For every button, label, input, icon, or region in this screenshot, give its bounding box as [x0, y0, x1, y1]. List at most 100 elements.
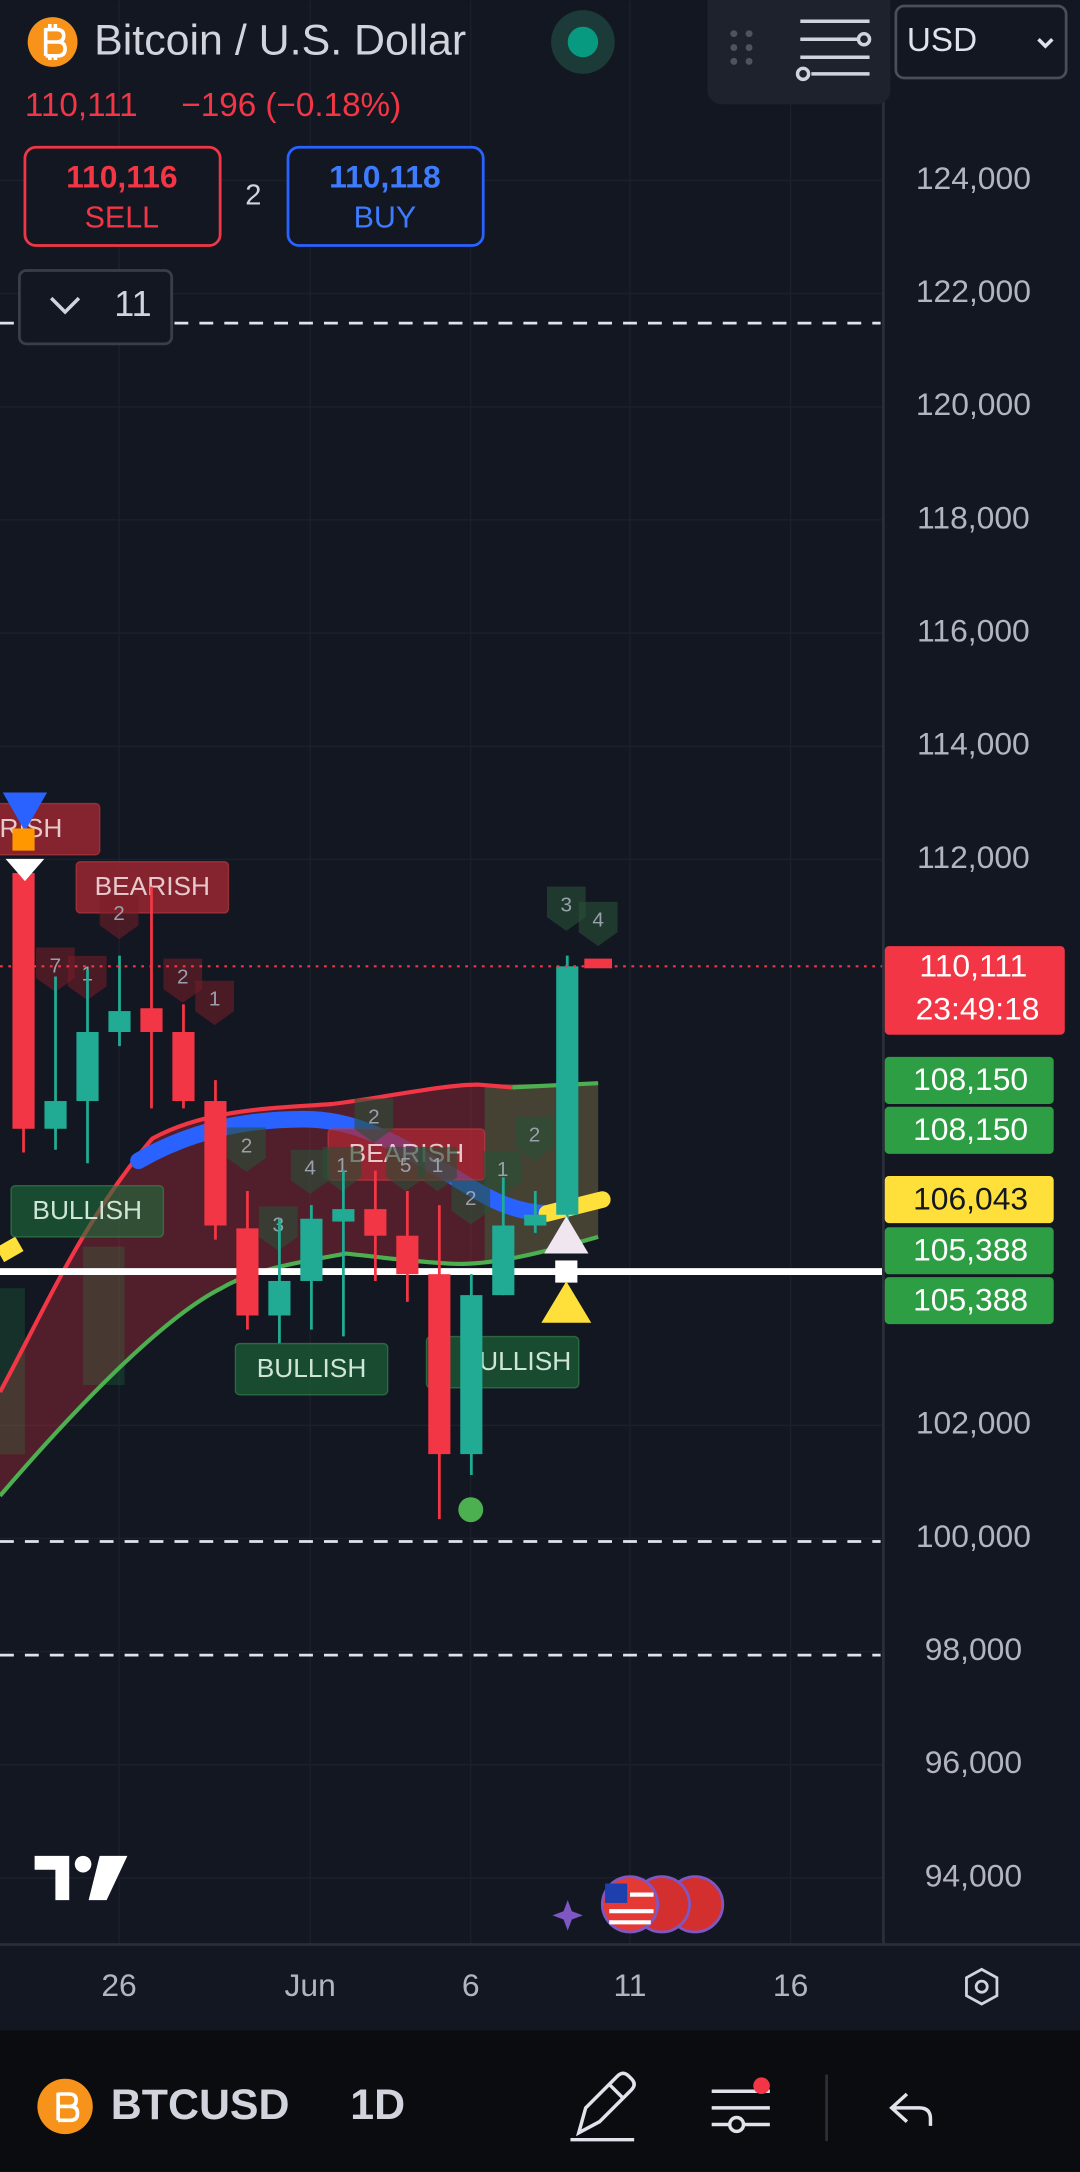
marker-square — [555, 1260, 578, 1283]
counter-flag — [354, 1098, 394, 1143]
price-badges: 110,111 23:49:18 108,150 108,150 106,043 105,… — [884, 946, 1065, 1325]
badge-price: 108,150 — [913, 1061, 1028, 1097]
symbol-title[interactable]: Bitcoin / U.S. Dollar — [94, 17, 466, 65]
price-tick-label: 96,000 — [925, 1744, 1022, 1780]
btc-glyph — [56, 2092, 80, 2123]
price-tick-label: 120,000 — [916, 386, 1031, 422]
badge-price: 108,150 — [913, 1111, 1028, 1147]
candle-body — [428, 1274, 451, 1455]
counter-flag — [290, 1149, 330, 1194]
indicators-toggle[interactable] — [18, 269, 174, 346]
price-tick-label: 100,000 — [916, 1518, 1031, 1554]
badge-price: 110,111 — [919, 948, 1027, 984]
menu-knob — [856, 31, 872, 47]
badge-countdown: 23:49:18 — [916, 991, 1040, 1027]
candle-body — [460, 1295, 483, 1455]
toolbar-interval[interactable]: 1D — [350, 2081, 405, 2129]
candle-body — [364, 1209, 387, 1236]
counter-flag — [418, 1146, 457, 1192]
buy-price: 110,118 — [329, 158, 441, 194]
price-badge — [884, 1227, 1054, 1275]
candle-body — [300, 1218, 323, 1281]
counter-label: 1 — [209, 988, 221, 1011]
logo-part — [88, 1855, 128, 1901]
badge-price: 106,043 — [913, 1180, 1028, 1216]
dot — [730, 57, 738, 65]
menu-knob — [795, 66, 811, 82]
price-tick-label: 124,000 — [916, 160, 1031, 196]
spread: 2 — [245, 180, 261, 212]
marker-square — [12, 828, 35, 851]
bottom-toolbar: BTCUSD 1D — [0, 2030, 1080, 2172]
draw-icon[interactable] — [570, 2071, 636, 2142]
candle-body — [524, 1214, 547, 1226]
candle-body — [172, 1032, 195, 1102]
price-badge — [884, 1176, 1054, 1224]
candle-body — [236, 1228, 259, 1316]
price-tick-label: 122,000 — [916, 273, 1031, 309]
dot — [730, 44, 738, 51]
band-stripe — [83, 1246, 125, 1386]
counter-label: 4 — [592, 909, 604, 932]
counter-flag — [163, 958, 203, 1003]
marker-triangle — [5, 858, 45, 882]
date-label: 11 — [613, 1967, 646, 2003]
counter-label: 4 — [304, 1157, 316, 1180]
badge-price: 105,388 — [913, 1281, 1028, 1317]
counter-label: 3 — [561, 893, 573, 916]
date-label: 16 — [773, 1967, 808, 2003]
price-badge — [884, 1277, 1054, 1325]
settings-icon[interactable] — [965, 1967, 999, 2006]
time-axis[interactable]: 26 Jun 6 11 16 — [101, 1967, 808, 2003]
counters: 71221241251321234 — [36, 886, 618, 1251]
price-tick-label: 98,000 — [925, 1631, 1022, 1667]
header: Bitcoin / U.S. Dollar USD 110,111 −196 (… — [18, 0, 1068, 346]
candle-body — [140, 1008, 163, 1033]
buy-button[interactable] — [286, 145, 485, 247]
sell-button[interactable] — [23, 145, 222, 247]
flag-canton — [605, 1883, 628, 1903]
date-label: 6 — [462, 1967, 480, 2003]
candle-body — [204, 1101, 227, 1226]
dot — [745, 44, 753, 51]
badge-price: 105,388 — [913, 1232, 1028, 1268]
currency-select[interactable] — [894, 4, 1068, 80]
price-badge — [884, 946, 1065, 1035]
candle-body — [556, 966, 579, 1215]
logo-part — [74, 1855, 92, 1873]
dot — [745, 57, 753, 65]
counter-flag — [99, 894, 139, 940]
grid — [0, 0, 883, 1943]
counter-flag — [546, 886, 586, 931]
marker-triangle — [2, 792, 48, 832]
ma-line-yellow — [0, 1236, 24, 1263]
candle-body — [396, 1235, 419, 1275]
price-badge — [884, 1056, 1054, 1104]
counter-label: 2 — [368, 1105, 380, 1128]
counter-label: 7 — [50, 954, 62, 977]
counter-flag — [515, 1116, 554, 1161]
logo-part — [34, 1855, 70, 1901]
signal-label: BULLISH — [32, 1195, 142, 1225]
events[interactable] — [552, 1875, 725, 1934]
date-label: 26 — [101, 1967, 136, 2003]
toolbar-symbol[interactable]: BTCUSD — [111, 2081, 290, 2129]
price-axis[interactable]: 124,000 122,000 120,000 118,000 116,000 114,0… — [916, 160, 1031, 1893]
counter-label: 5 — [400, 1154, 412, 1177]
menu-icon[interactable] — [795, 19, 872, 82]
chevron — [50, 296, 81, 315]
knob — [727, 2115, 746, 2134]
buy-label: BUY — [354, 200, 417, 234]
marker-triangle — [541, 1281, 592, 1323]
market-status[interactable] — [567, 26, 599, 58]
counter-flag — [578, 901, 618, 947]
last-price: 110,111 — [25, 87, 138, 124]
price-tick-label: 116,000 — [917, 613, 1030, 649]
candle-body — [76, 1032, 99, 1102]
sell-price: 110,116 — [66, 158, 178, 194]
undo-icon[interactable] — [889, 2092, 933, 2126]
event-star — [552, 1900, 583, 1931]
marker-dash — [584, 958, 612, 969]
dot — [730, 30, 738, 38]
